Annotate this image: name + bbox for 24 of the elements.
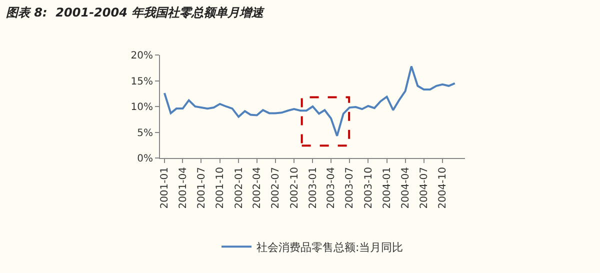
y-tick-label: 15%: [130, 76, 153, 88]
x-tick-label: 2001-07: [196, 167, 208, 209]
x-tick-label: 2003-04: [326, 167, 338, 209]
x-tick-label: 2004-04: [400, 167, 412, 209]
x-tick-label: 2001-10: [215, 167, 226, 209]
y-tick-label: 0%: [137, 154, 153, 164]
y-tick-label: 5%: [137, 128, 153, 139]
x-tick-label: 2004-10: [438, 167, 449, 209]
chart-title: 图表 8: 2001-2004 年我国社零总额单月增速: [6, 6, 266, 20]
x-tick-label: 2002-01: [234, 167, 245, 209]
legend-label: 社会消费品零售总额:当月同比: [256, 240, 404, 254]
x-tick-label: 2004-01: [382, 167, 394, 209]
x-tick-label: 2002-04: [252, 167, 264, 209]
line-series: [163, 65, 456, 137]
x-tick-label: 2004-07: [419, 167, 430, 209]
y-tick-label: 10%: [130, 102, 153, 113]
x-tick-label: 2003-01: [308, 167, 319, 209]
y-tick-label: 20%: [130, 50, 153, 62]
x-tick-label: 2003-07: [344, 167, 356, 209]
x-tick-label: 2001-04: [178, 167, 189, 209]
x-tick-label: 2002-07: [270, 167, 282, 209]
x-tick-label: 2001-01: [160, 167, 171, 209]
x-tick-label: 2002-10: [289, 167, 300, 209]
x-tick-label: 2003-10: [363, 167, 374, 209]
